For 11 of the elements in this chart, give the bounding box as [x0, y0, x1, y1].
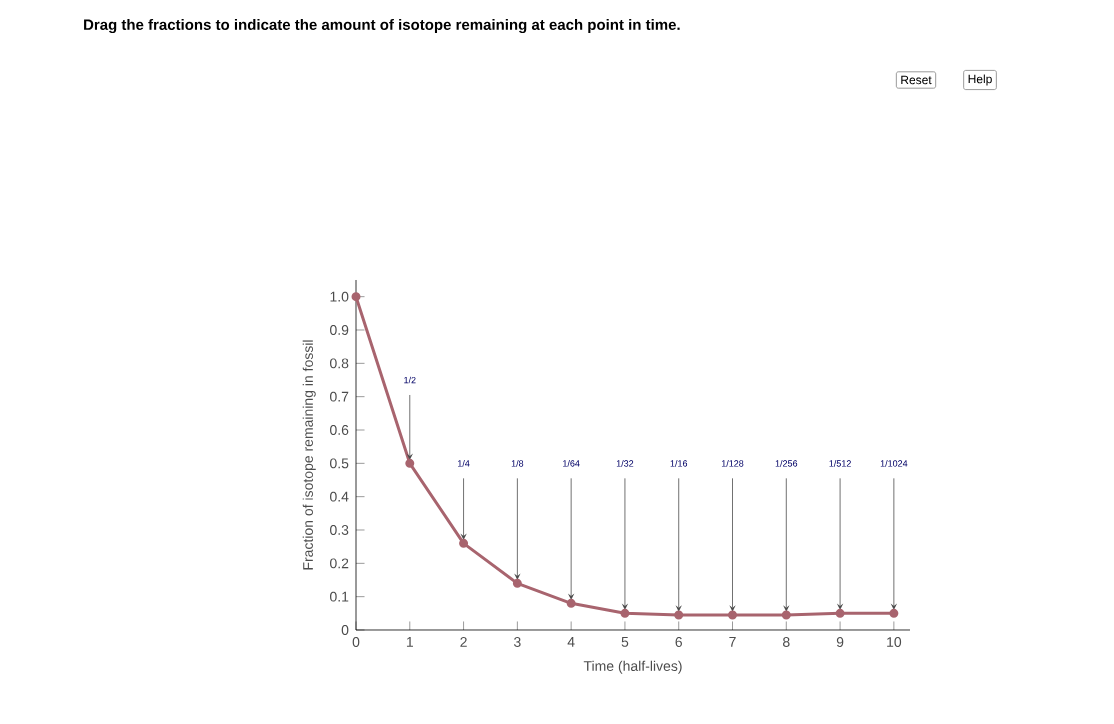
point — [728, 610, 738, 620]
point — [889, 608, 899, 618]
point — [566, 598, 576, 608]
point — [674, 610, 684, 620]
point — [405, 458, 415, 468]
point — [835, 608, 845, 618]
point — [512, 578, 522, 588]
point — [459, 538, 469, 548]
point — [781, 610, 791, 620]
point — [620, 608, 630, 618]
point — [351, 292, 361, 302]
